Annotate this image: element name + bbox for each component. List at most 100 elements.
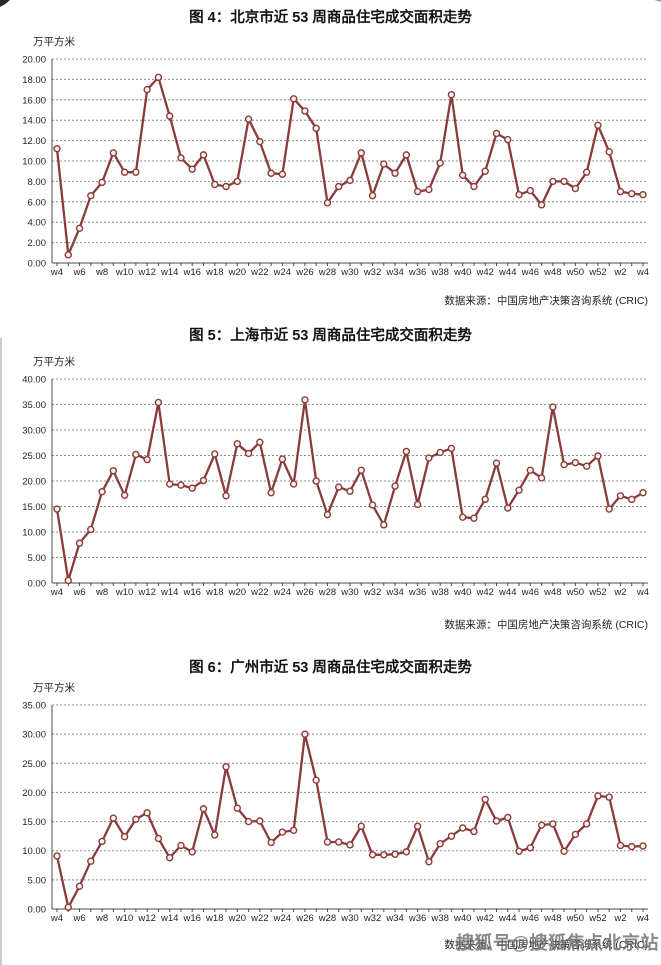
svg-text:w8: w8 xyxy=(95,267,108,278)
svg-text:w22: w22 xyxy=(250,267,268,278)
svg-text:w16: w16 xyxy=(183,913,201,924)
svg-text:10.00: 10.00 xyxy=(22,846,46,857)
svg-text:w30: w30 xyxy=(340,913,358,924)
svg-text:w10: w10 xyxy=(115,913,133,924)
svg-text:w22: w22 xyxy=(250,587,268,598)
svg-text:w16: w16 xyxy=(183,587,201,598)
line-chart-beijing: 0.00 2.00 4.00 6.00 8.00 10.00 12.00 14.00 16.00… xyxy=(22,35,649,278)
svg-text:w50: w50 xyxy=(566,587,584,598)
svg-text:w36: w36 xyxy=(408,587,426,598)
svg-text:12.00: 12.00 xyxy=(22,136,46,147)
svg-text:w48: w48 xyxy=(543,587,561,598)
svg-text:w50: w50 xyxy=(566,267,584,278)
svg-text:16.00: 16.00 xyxy=(22,95,46,106)
svg-text:w36: w36 xyxy=(408,913,426,924)
scan-edge-strip xyxy=(0,338,2,965)
svg-text:w18: w18 xyxy=(205,913,223,924)
svg-text:w26: w26 xyxy=(295,587,313,598)
chart-title-beijing: 图 4：北京市近 53 周商品住宅成交面积走势 xyxy=(189,10,472,26)
svg-text:w52: w52 xyxy=(588,913,606,924)
svg-text:w4: w4 xyxy=(50,587,63,598)
svg-text:20.00: 20.00 xyxy=(22,55,46,66)
svg-text:5.00: 5.00 xyxy=(28,553,47,564)
svg-text:8.00: 8.00 xyxy=(28,177,47,188)
figure-shanghai: 图 5：上海市近 53 周商品住宅成交面积走势 0.00 5.00 10.00 15.… xyxy=(0,318,661,632)
svg-text:5.00: 5.00 xyxy=(28,875,47,886)
svg-text:w34: w34 xyxy=(385,267,403,278)
svg-text:w40: w40 xyxy=(453,587,471,598)
svg-text:w40: w40 xyxy=(453,267,471,278)
svg-text:w10: w10 xyxy=(115,587,133,598)
svg-text:w36: w36 xyxy=(408,267,426,278)
svg-text:w26: w26 xyxy=(295,913,313,924)
svg-text:w50: w50 xyxy=(566,913,584,924)
svg-text:w28: w28 xyxy=(318,267,336,278)
svg-text:w18: w18 xyxy=(205,587,223,598)
svg-text:15.00: 15.00 xyxy=(22,502,46,513)
chart-title-guangzhou: 图 6：广州市近 53 周商品住宅成交面积走势 xyxy=(189,660,472,676)
chart-title-shanghai: 图 5：上海市近 53 周商品住宅成交面积走势 xyxy=(189,328,472,344)
svg-text:w12: w12 xyxy=(137,267,155,278)
svg-text:20.00: 20.00 xyxy=(22,477,46,488)
svg-text:w4: w4 xyxy=(636,587,649,598)
svg-text:w14: w14 xyxy=(160,913,178,924)
svg-text:w38: w38 xyxy=(430,587,448,598)
svg-text:2.00: 2.00 xyxy=(28,238,47,249)
svg-text:w4: w4 xyxy=(50,913,63,924)
figure-guangzhou: 图 6：广州市近 53 周商品住宅成交面积走势 0.00 5.00 10.00 15.… xyxy=(0,648,661,952)
svg-text:w32: w32 xyxy=(363,913,381,924)
svg-text:w44: w44 xyxy=(498,267,516,278)
svg-text:35.00: 35.00 xyxy=(22,701,46,712)
svg-text:0.00: 0.00 xyxy=(28,579,47,590)
svg-text:w42: w42 xyxy=(476,587,494,598)
svg-text:w38: w38 xyxy=(430,267,448,278)
svg-text:w16: w16 xyxy=(183,267,201,278)
svg-text:w30: w30 xyxy=(340,267,358,278)
svg-text:w14: w14 xyxy=(160,587,178,598)
svg-text:w18: w18 xyxy=(205,267,223,278)
svg-text:w8: w8 xyxy=(95,913,108,924)
svg-text:14.00: 14.00 xyxy=(22,116,46,127)
svg-text:w6: w6 xyxy=(72,587,85,598)
svg-text:w34: w34 xyxy=(385,587,403,598)
svg-text:w48: w48 xyxy=(543,267,561,278)
svg-text:40.00: 40.00 xyxy=(22,375,46,386)
svg-text:w4: w4 xyxy=(636,913,649,924)
svg-text:w20: w20 xyxy=(228,267,246,278)
data-source-shanghai: 数据来源：中国房地产决策咨询系统 (CRIC) xyxy=(444,619,648,631)
svg-text:w28: w28 xyxy=(318,913,336,924)
svg-text:6.00: 6.00 xyxy=(28,197,47,208)
svg-text:w38: w38 xyxy=(430,913,448,924)
svg-text:w12: w12 xyxy=(137,913,155,924)
svg-text:w2: w2 xyxy=(613,913,626,924)
svg-text:w6: w6 xyxy=(72,267,85,278)
svg-text:万平方米: 万平方米 xyxy=(33,35,75,48)
scan-artifact-top-left xyxy=(0,0,10,7)
data-source-beijing: 数据来源：中国房地产决策咨询系统 (CRIC) xyxy=(444,295,648,307)
svg-text:20.00: 20.00 xyxy=(22,788,46,799)
svg-text:w14: w14 xyxy=(160,267,178,278)
svg-text:w40: w40 xyxy=(453,913,471,924)
svg-text:w30: w30 xyxy=(340,587,358,598)
svg-text:30.00: 30.00 xyxy=(22,426,46,437)
data-source-guangzhou: 数据来源：中国房地产决策咨询系统 (CRIC) xyxy=(444,939,648,951)
svg-text:w24: w24 xyxy=(273,587,291,598)
svg-text:w46: w46 xyxy=(521,267,539,278)
svg-text:w2: w2 xyxy=(613,267,626,278)
svg-text:w4: w4 xyxy=(636,267,649,278)
svg-text:25.00: 25.00 xyxy=(22,451,46,462)
svg-text:10.00: 10.00 xyxy=(22,528,46,539)
svg-text:w44: w44 xyxy=(498,587,516,598)
svg-text:25.00: 25.00 xyxy=(22,759,46,770)
svg-text:30.00: 30.00 xyxy=(22,730,46,741)
svg-text:w46: w46 xyxy=(521,587,539,598)
svg-text:0.00: 0.00 xyxy=(28,259,47,270)
svg-text:10.00: 10.00 xyxy=(22,157,46,168)
svg-text:w20: w20 xyxy=(228,913,246,924)
svg-text:w52: w52 xyxy=(588,587,606,598)
svg-text:w34: w34 xyxy=(385,913,403,924)
sohu-watermark: 搜狐号@搜狐焦点北京站 xyxy=(455,933,659,953)
svg-text:35.00: 35.00 xyxy=(22,400,46,411)
svg-text:w52: w52 xyxy=(588,267,606,278)
